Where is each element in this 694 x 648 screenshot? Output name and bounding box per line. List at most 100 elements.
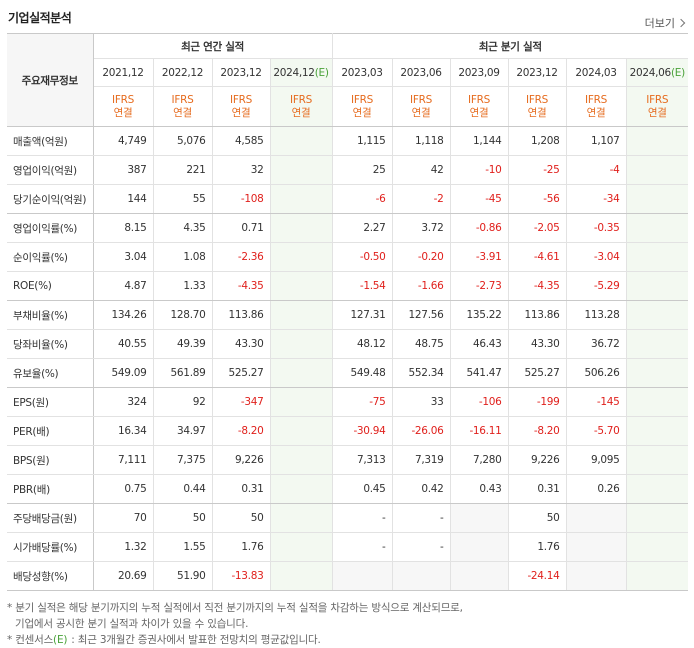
value-cell: 42 [391, 155, 451, 185]
value-cell: -347 [211, 387, 271, 417]
value-cell [625, 416, 688, 446]
value-cell: -5.70 [565, 416, 627, 446]
value-cell: 541.47 [449, 358, 509, 388]
row-label: 영업이익(억원) [7, 155, 94, 185]
value-cell [449, 532, 509, 562]
period-header: 2023,09 [449, 58, 509, 87]
value-cell: 0.42 [391, 474, 451, 504]
note-text: 분기 실적은 해당 분기까지의 누적 실적에서 직전 분기까지의 누적 실적을 … [15, 602, 463, 614]
value-cell: -0.86 [449, 213, 509, 243]
data-row: ROE(%) 4.87 1.33 -4.35 -1.54 -1.66 -2.73 -4.35-… [7, 271, 688, 301]
scope: 연결 [527, 106, 547, 119]
scope: 연결 [352, 106, 372, 119]
value-cell: 525.27 [507, 358, 567, 388]
basis-header: IFRS 연결 [331, 86, 393, 127]
more-link[interactable]: 더보기 [645, 15, 684, 31]
value-cell: 128.70 [152, 300, 213, 330]
value-cell [269, 387, 333, 417]
group-header: 최근 분기 실적 [331, 33, 688, 59]
data-row: 순이익률(%) 3.04 1.08 -2.36 -0.50 -0.20 -3.91 -4.61… [7, 242, 688, 272]
basis: IFRS [585, 93, 607, 106]
value-cell: 43.30 [211, 329, 271, 359]
basis-header: IFRS 연결 [269, 86, 333, 127]
basis-header: IFRS 연결 [625, 86, 688, 127]
value-cell [565, 561, 627, 591]
row-label: PER(배) [7, 416, 94, 446]
basis: IFRS [112, 93, 134, 106]
value-cell: 50 [211, 503, 271, 533]
value-cell: 1.55 [152, 532, 213, 562]
period-header: 2021,12 [92, 58, 154, 87]
value-cell: 9,095 [565, 445, 627, 475]
data-row: 당좌비율(%) 40.55 49.39 43.30 48.12 48.75 46.43 43.… [7, 329, 688, 359]
value-cell [269, 126, 333, 156]
value-cell: 7,280 [449, 445, 509, 475]
period: 2022,12 [161, 66, 204, 79]
value-cell: 387 [92, 155, 154, 185]
row-label: 당기순이익(억원) [7, 184, 94, 214]
value-cell: 4.87 [92, 271, 154, 301]
period-header: 2024,06(E) [625, 58, 688, 87]
value-cell: -34 [565, 184, 627, 214]
value-cell [625, 213, 688, 243]
value-cell: -0.35 [565, 213, 627, 243]
value-cell: -56 [507, 184, 567, 214]
basis-header: IFRS 연결 [152, 86, 213, 127]
data-row: PER(배) 16.34 34.97 -8.20 -30.94 -26.06 -16.11-… [7, 416, 688, 446]
value-cell: 1.76 [507, 532, 567, 562]
value-cell: 4.35 [152, 213, 213, 243]
basis-header: IFRS 연결 [391, 86, 451, 127]
value-cell: 525.27 [211, 358, 271, 388]
value-cell: 43.30 [507, 329, 567, 359]
value-cell: 0.75 [92, 474, 154, 504]
data-row: 시가배당률(%) 1.32 1.55 1.76- -1.76 [7, 532, 688, 562]
value-cell [269, 329, 333, 359]
value-cell [331, 561, 393, 591]
basis-row: IFRS 연결 IFRS 연결 IFRS 연결 IFRS 연결 IFRS 연결 IFRS 연결 IFRS… [7, 86, 688, 127]
value-cell [625, 271, 688, 301]
period-header: 2023,03 [331, 58, 393, 87]
period-header: 2022,12 [152, 58, 213, 87]
value-cell: - [331, 532, 393, 562]
value-cell [625, 561, 688, 591]
value-cell: -106 [449, 387, 509, 417]
value-cell [449, 503, 509, 533]
value-cell: -0.20 [391, 242, 451, 272]
basis: IFRS [410, 93, 432, 106]
value-cell [625, 126, 688, 156]
value-cell: 134.26 [92, 300, 154, 330]
value-cell: 144 [92, 184, 154, 214]
data-row: BPS(원) 7,111 7,375 9,226 7,313 7,319 7,280 9,22… [7, 445, 688, 475]
data-row: 매출액(억원) 4,749 5,076 4,585 1,115 1,118 1,144 1,2… [7, 126, 688, 156]
value-cell: 324 [92, 387, 154, 417]
value-cell: - [391, 503, 451, 533]
value-cell [625, 358, 688, 388]
value-cell: 55 [152, 184, 213, 214]
row-label: 배당성향(%) [7, 561, 94, 591]
value-cell: 1,144 [449, 126, 509, 156]
value-cell: 0.71 [211, 213, 271, 243]
value-cell: 0.45 [331, 474, 393, 504]
basis: IFRS [468, 93, 490, 106]
value-cell: 506.26 [565, 358, 627, 388]
value-cell: -108 [211, 184, 271, 214]
value-cell: -45 [449, 184, 509, 214]
value-cell: -30.94 [331, 416, 393, 446]
value-cell: 70 [92, 503, 154, 533]
scope: 연결 [173, 106, 192, 119]
period: 2023,12 [516, 66, 558, 79]
scope: 연결 [291, 106, 311, 119]
note-line: * 컨센서스(E): 최근 3개월간 증권사에서 발표한 전망치의 평균값입니다… [7, 634, 321, 646]
basis: IFRS [351, 93, 373, 106]
value-cell [269, 213, 333, 243]
value-cell: 113.28 [565, 300, 627, 330]
period: 2023,09 [458, 66, 500, 79]
value-cell: -2.73 [449, 271, 509, 301]
period: 2024,12 [273, 66, 315, 79]
data-row: 영업이익률(%) 8.15 4.35 0.71 2.27 3.72 -0.86 -2.05 -0… [7, 213, 688, 243]
value-cell: 32 [211, 155, 271, 185]
value-cell [269, 532, 333, 562]
corner-header: 주요재무정보 [7, 33, 94, 127]
value-cell [625, 445, 688, 475]
basis-header: IFRS 연결 [449, 86, 509, 127]
